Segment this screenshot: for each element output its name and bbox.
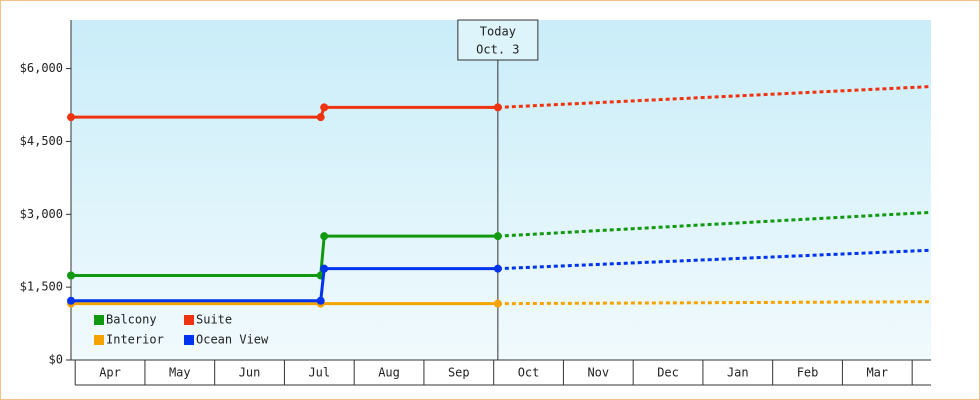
point xyxy=(67,271,75,280)
legend-swatch xyxy=(94,315,104,325)
point xyxy=(67,296,75,305)
today-box xyxy=(457,19,539,61)
legend-swatch xyxy=(184,315,194,325)
x-tick-label: Dec xyxy=(657,366,679,380)
point xyxy=(320,232,329,241)
point xyxy=(67,113,75,122)
legend-label: Suite xyxy=(196,313,232,327)
x-tick-label: Mar xyxy=(866,366,888,380)
y-tick-label: $0 xyxy=(49,353,63,367)
legend-label: Interior xyxy=(106,333,164,347)
series-line xyxy=(71,234,498,277)
x-tick-label: Jan xyxy=(727,366,749,380)
legend-swatch xyxy=(184,335,194,345)
point xyxy=(320,103,329,112)
x-tick-label: Jul xyxy=(308,366,330,380)
y-tick-label: $1,500 xyxy=(20,280,63,294)
point xyxy=(493,103,502,112)
series-line xyxy=(71,105,498,119)
today-label: Today xyxy=(480,25,516,39)
today-label: Oct. 3 xyxy=(476,43,519,57)
forecast-line xyxy=(497,210,932,238)
plot-area xyxy=(71,20,931,360)
x-tick-label: Oct xyxy=(518,366,540,380)
legend-swatch xyxy=(94,335,104,345)
forecast-line xyxy=(497,300,932,306)
x-tick-label: Apr xyxy=(99,366,121,380)
forecast-line xyxy=(497,85,932,109)
y-tick-label: $6,000 xyxy=(20,61,63,75)
y-tick-label: $3,000 xyxy=(20,207,63,221)
x-tick-label: Nov xyxy=(587,366,609,380)
legend-label: Ocean View xyxy=(196,333,269,347)
point xyxy=(316,296,325,305)
point xyxy=(316,113,325,122)
x-tick-label: Aug xyxy=(378,366,400,380)
y-tick-label: $4,500 xyxy=(20,134,63,148)
point xyxy=(493,232,502,241)
x-tick-label: Sep xyxy=(448,366,470,380)
x-tick-label: Feb xyxy=(797,366,819,380)
point xyxy=(493,264,502,273)
legend-label: Balcony xyxy=(106,313,157,327)
point xyxy=(320,264,329,273)
series-line xyxy=(71,267,498,303)
forecast-line xyxy=(497,248,932,271)
point xyxy=(493,299,502,308)
x-tick-label: May xyxy=(169,366,191,380)
x-tick-label: Jun xyxy=(239,366,261,380)
